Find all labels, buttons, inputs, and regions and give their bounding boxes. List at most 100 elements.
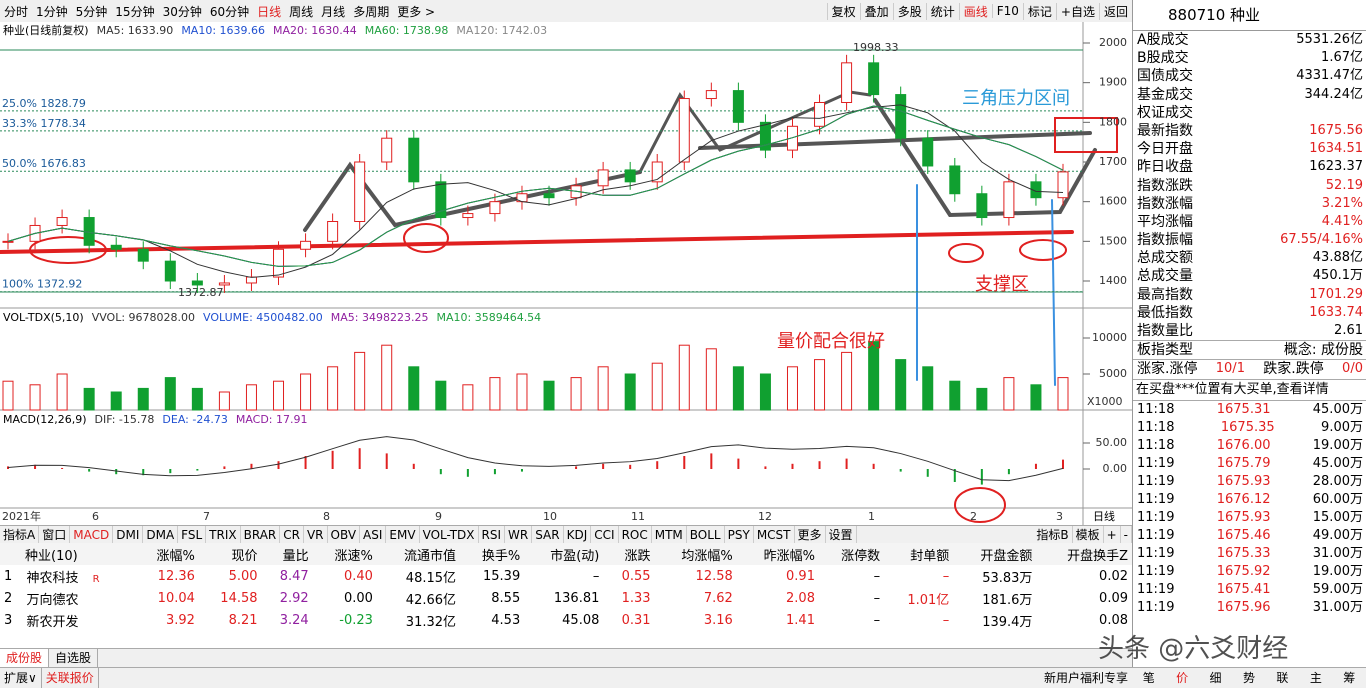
side-tab[interactable]: 筹 [1343,671,1356,685]
side-tab[interactable]: 主 [1309,671,1322,685]
table-cell: 45.08 [524,609,603,631]
bottom-tab[interactable]: 关联报价 [42,668,99,688]
side-tab[interactable]: 势 [1242,671,1255,685]
period-tab[interactable]: 月线 [321,4,346,19]
tick-cell: 11:18 [1137,437,1175,453]
period-tab[interactable]: 周线 [289,4,314,19]
indicator-tab[interactable]: PSY [725,526,754,544]
bottom-tab[interactable]: 成份股 [0,649,50,667]
period-tab[interactable]: 15分钟 [115,4,155,19]
indicator-tab[interactable]: MTM [652,526,687,544]
indicator-tab[interactable]: VR [304,526,328,544]
indicator-tab[interactable]: OBV [328,526,361,544]
indicator-tab[interactable]: 模板 [1073,526,1104,544]
indicator-tab[interactable]: KDJ [564,526,592,544]
indicator-tab[interactable]: EMV [386,526,420,544]
indicator-tab[interactable]: DMA [143,526,179,544]
stat-row: B股成交 1.67亿 [1133,49,1366,67]
tick-cell: 1675.46 [1216,527,1271,543]
indicator-tab[interactable]: ROC [619,526,652,544]
stat-row: 总成交额 43.88亿 [1133,249,1366,267]
side-tab[interactable]: 价 [1176,671,1189,685]
indicator-tab[interactable]: WR [505,526,533,544]
stat-value: 3.21% [1321,195,1363,211]
tool-button[interactable]: 统计 [925,2,959,20]
legend-item: MA20: 1630.44 [273,24,357,37]
table-cell: 53.83万 [953,565,1036,587]
indicator-tab[interactable]: 设置 [826,526,857,544]
period-tab[interactable]: 日线 [257,4,282,19]
period-tab[interactable]: 多周期 [353,4,390,19]
macd-bar [7,466,9,469]
tool-button[interactable]: +自选 [1055,2,1099,20]
legend-item: MA10: 1639.66 [181,24,265,37]
indicator-tab[interactable]: DMI [113,526,144,544]
tool-button[interactable]: 叠加 [859,2,893,20]
info-text: 10/1 [1215,361,1245,377]
x-tick-label: 12 [758,510,772,523]
indicator-tab[interactable]: CCI [591,526,619,544]
tick-cell: 59.00万 [1312,581,1363,597]
indicator-tab[interactable]: ASI [360,526,387,544]
period-tab[interactable]: 1分钟 [36,4,68,19]
volume-bar [327,366,339,411]
bottom-tab[interactable]: 扩展∨ [0,668,42,688]
x-tick-label: 7 [203,510,210,523]
candle [543,193,555,199]
period-tab[interactable]: 60分钟 [209,4,250,19]
tool-button[interactable]: 多股 [892,2,926,20]
indicator-tab[interactable]: - [1121,526,1132,544]
indicator-tab[interactable]: 更多 [795,526,826,544]
macd-bar [412,463,415,469]
stat-value: 1634.51 [1309,141,1363,157]
side-tab[interactable]: 笔 [1142,671,1155,685]
high-label: 1998.33 [853,41,899,54]
period-tab[interactable]: 更多 > [397,4,436,19]
period-tab[interactable]: 30分钟 [162,4,202,19]
table-cell: 0.02 [1036,565,1132,587]
tool-button[interactable]: 画线 [958,2,992,20]
volume-bar [976,387,988,411]
tick-cell: 11:19 [1137,473,1175,489]
indicator-tab[interactable]: CR [280,526,304,544]
side-tab[interactable]: 细 [1209,671,1222,685]
x-tick-label: 2 [970,510,977,523]
notice[interactable]: 在买盘***位置有大买单,查看详情 [1133,378,1366,401]
tool-button[interactable]: F10 [991,4,1023,18]
indicator-tab[interactable]: FSL [178,526,207,544]
cell-text: 181.6万 [982,592,1033,608]
table-cell: 3.24 [262,609,313,631]
tool-button[interactable]: 返回 [1098,2,1132,20]
indicator-tab[interactable]: SAR [532,526,564,544]
table-cell: 48.15亿 [377,565,460,587]
tool-button[interactable]: 复权 [826,2,860,20]
flag: R [92,573,100,585]
indicator-tab[interactable]: MACD [70,526,114,544]
table-cell: 1.01亿 [884,587,953,609]
cell-text: -0.23 [339,612,373,628]
indicator-tab[interactable]: BOLL [687,526,725,544]
stock-table: 种业(10) 涨幅% 现价 量比 涨速% 流通市值 换手% 市盈(动) 涨跌 均涨幅% 昨涨幅% 涨停… [0,543,1132,643]
indicator-tab[interactable]: RSI [479,526,506,544]
table-row[interactable]: 2 万向德农 10.04 14.58 2.92 0.00 42.66亿 8.55 136.81 1… [0,587,1132,609]
table-row[interactable]: 3 新农开发 3.92 8.21 3.24 -0.23 31.32亿 4.53 45.08 0.3… [0,609,1132,631]
side-tab[interactable]: 联 [1276,671,1289,685]
period-tab[interactable]: 5分钟 [75,4,108,19]
indicator-tab[interactable]: + [1104,526,1121,544]
indicator-tab[interactable]: 指标A [0,526,40,544]
indicator-tab[interactable]: 指标B [1033,526,1073,544]
indicator-tab[interactable]: 窗口 [39,526,71,544]
bottom-tab[interactable]: 自选股 [49,649,99,667]
stat-row: A股成交 5531.26亿 [1133,31,1366,49]
indicator-tab[interactable]: VOL-TDX [420,526,479,544]
legend-item: 种业(日线前复权) [3,23,89,37]
legend-item: MACD(12,26,9) [3,413,87,426]
tool-button[interactable]: 标记 [1022,2,1056,20]
table-row[interactable]: 1 神农科技 R 12.36 5.00 8.47 0.40 48.15亿 15.39 – 0.55 1… [0,565,1132,587]
indicator-tab[interactable]: MCST [754,526,795,544]
indicator-tab[interactable]: BRAR [241,526,281,544]
period-tab[interactable]: 分时 [4,4,29,19]
ma-line [7,105,1064,267]
indicator-tab[interactable]: TRIX [206,526,241,544]
